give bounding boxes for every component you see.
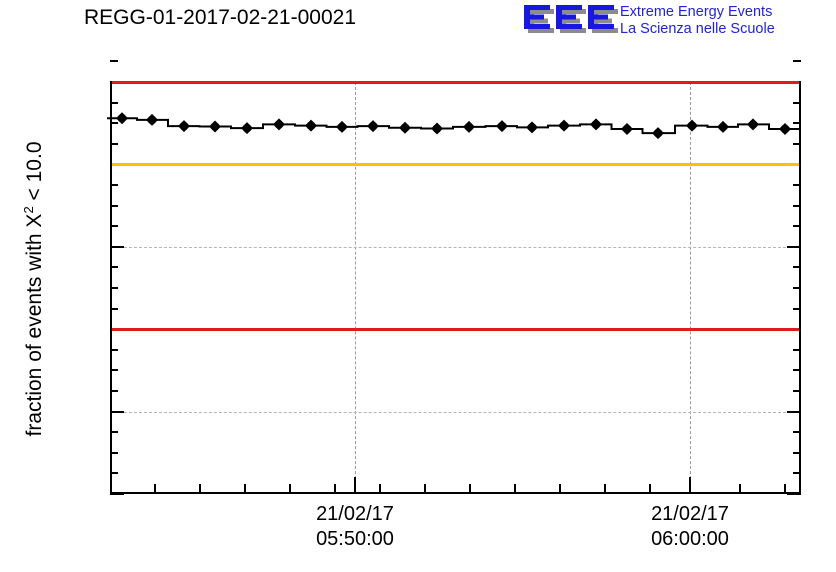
x-axis-tick-minor	[424, 484, 426, 494]
y-axis-tick-minor-right	[793, 390, 801, 392]
vertical-gridline	[355, 82, 357, 494]
y-axis-tick-minor-right	[793, 60, 801, 63]
y-axis-tick-major	[110, 493, 124, 495]
y-axis-tick-minor	[110, 307, 118, 310]
y-axis-tick-major-right	[787, 493, 801, 495]
plot-area	[110, 82, 800, 494]
y-axis-tick-major	[110, 245, 124, 248]
y-axis-tick-minor	[110, 204, 118, 207]
x-axis-tick-minor	[469, 484, 471, 494]
x-axis-tick-minor	[604, 484, 606, 494]
x-tick-label-time: 06:00:00	[651, 528, 729, 550]
y-axis-tick-minor	[110, 390, 118, 392]
x-tick-label: 21/02/17 06:00:00	[590, 502, 790, 552]
x-tick-label-time: 05:50:00	[316, 528, 394, 550]
y-axis-tick-minor	[110, 369, 118, 372]
y-axis-tick-minor	[110, 122, 118, 125]
y-axis-tick-minor-right	[793, 287, 801, 289]
y-axis-tick-minor-right	[793, 431, 801, 434]
x-axis-tick-minor	[739, 484, 741, 494]
y-axis-tick-minor-right	[793, 472, 801, 475]
x-axis-tick-minor	[199, 484, 201, 494]
y-axis-tick-minor	[110, 348, 118, 351]
y-axis-tick-minor-right	[793, 369, 801, 372]
y-axis-tick-minor	[110, 431, 118, 434]
lower-red-threshold	[112, 327, 799, 331]
y-axis-tick-minor-right	[793, 204, 801, 207]
y-axis-tick-minor	[110, 287, 118, 289]
x-axis-tick-minor	[514, 484, 516, 494]
y-axis-tick-minor-right	[793, 101, 801, 104]
eee-logo-line1: Extreme Energy Events	[620, 4, 773, 20]
x-tick-label: 21/02/17 05:50:00	[255, 502, 455, 552]
y-axis-tick-minor	[110, 142, 118, 145]
y-axis-tick-minor-right	[793, 184, 801, 186]
eee-logo-line2: La Scienza nelle Scuole	[620, 21, 775, 37]
y-axis-tick-major	[110, 410, 124, 413]
y-axis-tick-major-right	[787, 245, 801, 248]
y-axis-tick-minor-right	[793, 266, 801, 269]
y-axis-tick-minor	[110, 101, 118, 104]
x-tick-label-date: 21/02/17	[651, 503, 729, 525]
x-axis-tick-minor	[289, 484, 291, 494]
y-axis-label-pre: fraction of events with X	[23, 213, 46, 437]
horizontal-gridline	[124, 246, 786, 249]
page-title: REGG-01-2017-02-21-00021	[84, 6, 356, 29]
y-axis-tick-minor-right	[793, 348, 801, 351]
y-axis-tick-major-right	[787, 410, 801, 413]
y-axis-tick-minor-right	[793, 451, 801, 454]
x-tick-label-date: 21/02/17	[316, 503, 394, 525]
eee-logo: Extreme Energy Events La Scienza nelle S…	[516, 2, 832, 42]
upper-red-threshold	[112, 80, 799, 84]
y-axis-tick-minor-right	[793, 307, 801, 310]
x-axis-tick-minor	[244, 484, 246, 494]
x-axis-tick-minor	[649, 484, 651, 494]
y-axis-tick-minor	[110, 60, 118, 63]
eee-logo-mark	[524, 5, 618, 33]
y-axis-tick-minor	[110, 184, 118, 186]
x-axis-tick-minor	[784, 484, 786, 494]
x-axis-tick-minor	[559, 484, 561, 494]
x-axis-tick-minor	[334, 484, 336, 494]
y-axis-tick-minor	[110, 451, 118, 454]
y-axis-tick-minor	[110, 266, 118, 269]
y-axis-label-post: < 10.0	[23, 141, 46, 207]
y-axis-label-sup: 2	[21, 206, 36, 214]
y-axis-tick-minor	[110, 472, 118, 475]
y-axis-tick-minor-right	[793, 225, 801, 228]
y-axis-tick-minor-right	[793, 122, 801, 125]
x-axis-tick-major	[689, 477, 691, 494]
yellow-threshold	[112, 162, 799, 166]
y-axis-label: fraction of events with X2 < 10.0	[21, 69, 47, 509]
y-axis-tick-minor-right	[793, 142, 801, 145]
vertical-gridline	[690, 82, 692, 494]
y-axis-tick-minor	[110, 225, 118, 228]
horizontal-gridline	[124, 411, 786, 414]
x-axis-tick-major	[354, 477, 356, 494]
x-axis-tick-minor	[154, 484, 156, 494]
eee-logo-text: Extreme Energy Events La Scienza nelle S…	[620, 4, 775, 38]
x-axis-tick-minor	[379, 484, 381, 494]
